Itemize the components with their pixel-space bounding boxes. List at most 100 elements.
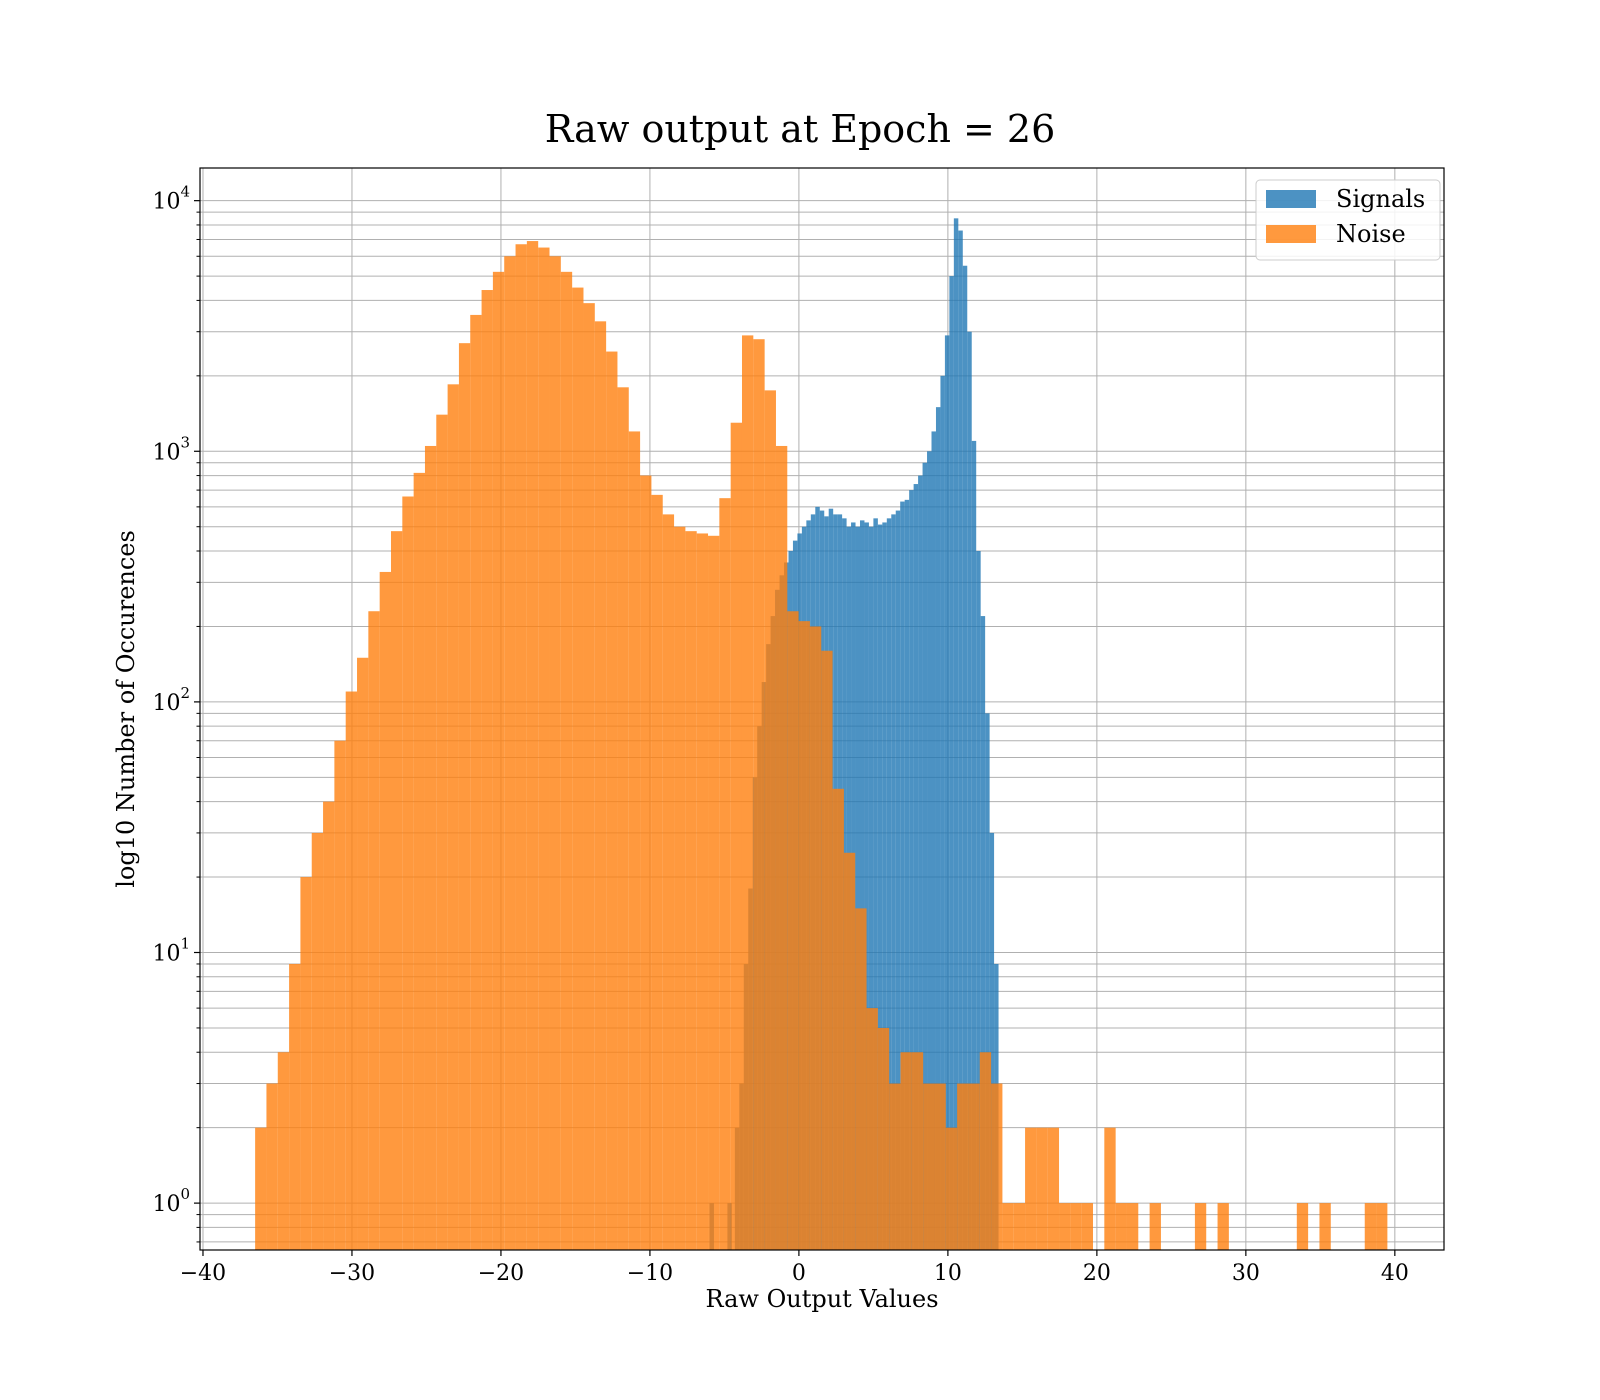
x-tick-label: −40 [180,1261,226,1286]
histogram-bar [696,533,709,1250]
histogram-bar [832,788,844,1250]
histogram-bar [538,247,550,1250]
histogram-bar [334,740,346,1250]
histogram-bar [979,1052,992,1250]
histogram-bar [940,375,945,1250]
histogram-bar [949,276,954,1250]
histogram-bar [1013,1203,1026,1250]
histogram-bar [1296,1203,1309,1250]
histogram-bar [606,351,618,1250]
histogram-bar [1070,1203,1082,1250]
histogram-bar [923,1083,935,1250]
histogram-bar [1002,1203,1014,1250]
plot-frame [199,167,1445,1251]
y-tick-label: 103 [152,433,190,465]
histogram-bar [1104,1127,1116,1250]
histogram-bar [481,290,493,1250]
x-tick-label: −20 [478,1261,524,1286]
histogram-bar [753,339,765,1250]
histogram-bar [764,390,776,1250]
histogram-bar [685,531,697,1250]
histogram-bar [368,611,380,1250]
histogram-bar [889,1083,901,1250]
histogram-bars [255,218,1388,1251]
histogram-bar [628,431,641,1250]
histogram-bar [674,526,686,1250]
x-axis-ticks: −40 −30 −20 −10 0 10 20 30 40 [180,1250,1409,1286]
histogram-bar [980,616,986,1250]
histogram-bar [904,499,910,1251]
histogram-bar [989,832,995,1250]
histogram-bar [402,496,414,1250]
histogram-bar [798,621,810,1250]
histogram-bar [379,571,391,1250]
histogram-bar [911,1052,924,1250]
series-noise [255,241,1388,1251]
histogram-bar [289,963,301,1250]
histogram-bar [913,484,919,1250]
histogram-bar [390,531,403,1250]
histogram-bar [413,472,425,1250]
histogram-bar [859,520,865,1250]
x-tick-label: 20 [1083,1261,1111,1286]
histogram-bar [962,265,968,1250]
legend-label-signals: Signals [1336,185,1425,213]
histogram-bar [882,522,887,1250]
y-tick-label: 104 [152,183,190,215]
histogram-bar [719,498,731,1250]
histogram-bar [958,230,963,1250]
histogram-bar [944,335,950,1250]
histogram-bar [976,551,981,1250]
histogram-bar [560,271,573,1250]
histogram-bar [877,524,883,1250]
histogram-bar [855,526,860,1250]
histogram-bar [651,494,663,1250]
histogram-bar [1081,1203,1093,1250]
histogram-bar [945,1127,958,1250]
histogram-bar [991,1083,1003,1250]
histogram-bar [934,1083,946,1250]
histogram-bar [345,691,358,1250]
histogram-bar [549,256,561,1251]
histogram-bar [1149,1203,1161,1250]
histogram-bar [583,303,595,1250]
histogram-bar [864,522,869,1250]
chart-title: Raw output at Epoch = 26 [545,107,1056,151]
histogram-bar [957,1083,969,1250]
histogram-bar [775,445,788,1250]
histogram-bar [515,244,527,1251]
histogram-bar [1194,1203,1207,1250]
histogram-bar [447,384,459,1250]
histogram-bar [967,331,972,1250]
histogram-bar [843,852,856,1250]
histogram-bar [900,501,905,1250]
histogram-bar [741,335,754,1250]
histogram-bar [868,526,874,1250]
histogram-bar [640,475,652,1251]
histogram-bar [436,414,448,1250]
histogram-bar [458,343,471,1251]
x-tick-label: 10 [934,1261,962,1286]
histogram-bar [277,1052,290,1250]
histogram-bar [953,218,959,1250]
y-axis-ticks: 100 101 102 103 104 [152,183,200,1243]
histogram-bar [1115,1203,1127,1250]
histogram-bar [900,1052,912,1250]
x-tick-label: −10 [627,1261,673,1286]
x-tick-label: 0 [792,1261,806,1286]
histogram-bar [855,908,867,1250]
x-tick-label: 30 [1232,1261,1260,1286]
y-tick-label: 102 [152,684,190,716]
histogram-bar [266,1083,278,1250]
histogram-bar [971,440,977,1251]
histogram-bar [877,1027,890,1250]
histogram-bar [617,387,629,1250]
legend-swatch-signals [1266,190,1316,208]
histogram-bar [1217,1203,1229,1250]
histogram-bar [662,514,675,1250]
histogram-bar [1025,1127,1037,1250]
histogram-bar [968,1083,980,1250]
histogram-bar [895,510,901,1250]
histogram-bar [311,832,324,1250]
y-axis-label: log10 Number of Occurences [112,530,140,888]
